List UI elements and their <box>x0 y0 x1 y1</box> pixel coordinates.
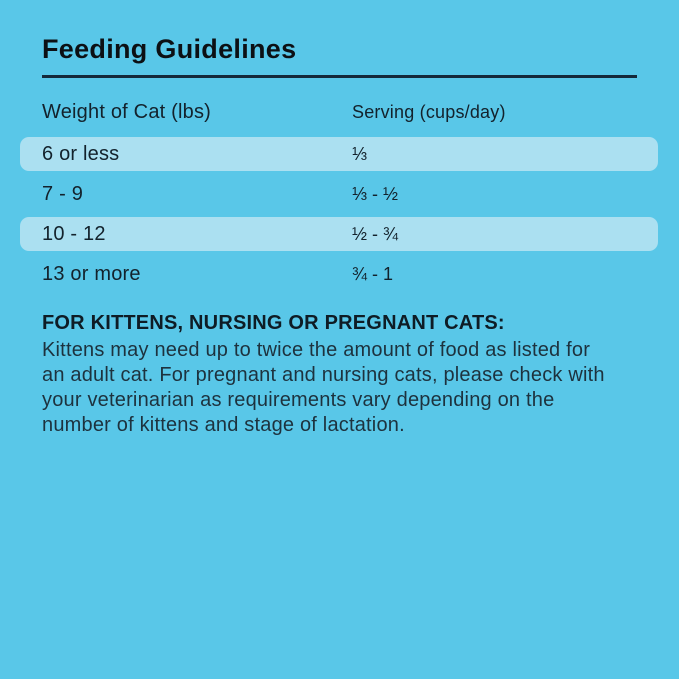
weight-cell: 7 - 9 <box>42 182 84 205</box>
column-header-weight: Weight of Cat (lbs) <box>42 100 212 123</box>
column-header-serving: Serving (cups/day) <box>352 101 506 122</box>
table-row: 10 - 12 ½ - ¾ <box>20 217 658 251</box>
serving-cell: ⅓ <box>352 143 368 164</box>
weight-cell: 6 or less <box>42 142 120 165</box>
table-header-row: Weight of Cat (lbs) Serving (cups/day) <box>20 100 658 124</box>
serving-cell: ½ - ¾ <box>352 223 399 244</box>
note-heading: FOR KITTENS, NURSING OR PREGNANT CATS: <box>42 312 505 334</box>
kitten-note: FOR KITTENS, NURSING OR PREGNANT CATS: K… <box>42 312 637 438</box>
weight-cell: 10 - 12 <box>42 222 106 245</box>
weight-cell: 13 or more <box>42 262 141 285</box>
panel-content: Feeding Guidelines Weight of Cat (lbs) S… <box>20 34 658 438</box>
feeding-table: Weight of Cat (lbs) Serving (cups/day) 6… <box>20 100 658 291</box>
table-row: 6 or less ⅓ <box>20 137 658 171</box>
serving-cell: ⅓ - ½ <box>352 183 399 204</box>
page-title: Feeding Guidelines <box>42 34 297 64</box>
title-divider <box>42 75 637 78</box>
table-row: 13 or more ¾ - 1 <box>20 257 658 291</box>
note-body: Kittens may need up to twice the amount … <box>42 339 605 436</box>
table-row: 7 - 9 ⅓ - ½ <box>20 177 658 211</box>
serving-cell: ¾ - 1 <box>352 263 394 284</box>
